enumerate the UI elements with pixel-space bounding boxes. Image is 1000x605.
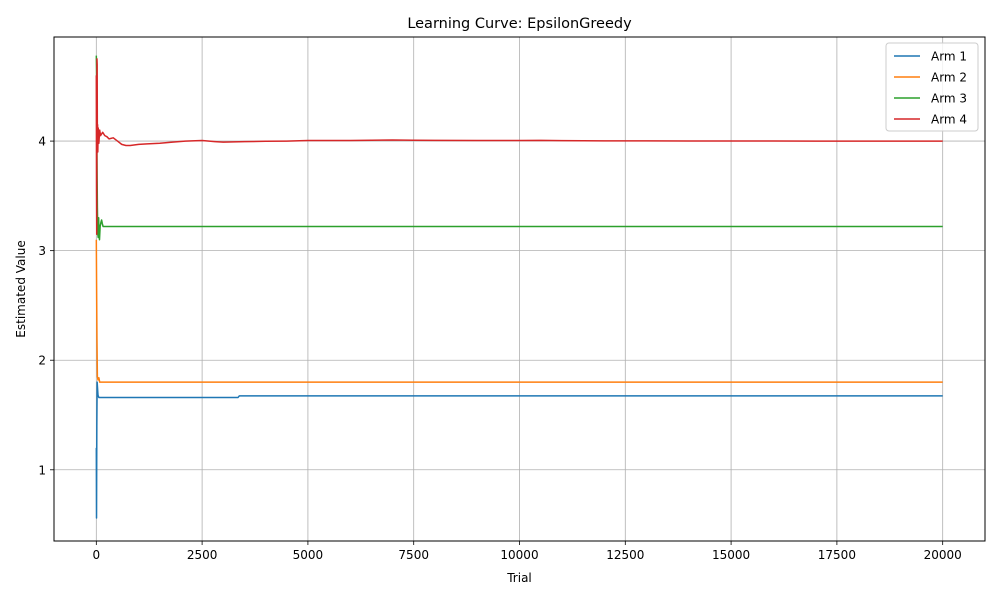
x-tick-label: 15000 <box>712 548 750 562</box>
x-axis-label: Trial <box>506 571 532 585</box>
legend-label: Arm 1 <box>931 50 967 64</box>
y-tick-label: 4 <box>38 135 46 149</box>
y-tick-label: 3 <box>38 244 46 258</box>
y-tick-label: 2 <box>38 354 46 368</box>
y-axis-label: Estimated Value <box>14 240 28 337</box>
x-tick-label: 0 <box>92 548 100 562</box>
x-tick-label: 5000 <box>293 548 324 562</box>
x-tick-label: 20000 <box>924 548 962 562</box>
axis-ticks: 0 2500 5000 7500 10000 12500 15000 17500 20000 1 2… <box>38 135 961 562</box>
legend-label: Arm 3 <box>931 92 967 106</box>
chart-title: Learning Curve: EpsilonGreedy <box>407 16 632 32</box>
series-line-arm-4 <box>95 58 943 235</box>
x-tick-label: 2500 <box>187 548 218 562</box>
legend: Arm 1 Arm 2 Arm 3 Arm 4 <box>885 42 979 132</box>
y-tick-label: 1 <box>38 463 46 477</box>
legend-label: Arm 4 <box>931 113 967 127</box>
legend-label: Arm 2 <box>931 71 967 85</box>
x-tick-label: 7500 <box>398 548 429 562</box>
x-tick-label: 10000 <box>500 548 538 562</box>
x-tick-label: 12500 <box>606 548 644 562</box>
x-tick-label: 17500 <box>818 548 856 562</box>
series-line-arm-2 <box>95 239 943 383</box>
series-line-arm-1 <box>95 381 943 519</box>
legend-box <box>885 42 979 132</box>
grid <box>54 37 985 541</box>
series-lines <box>95 55 943 519</box>
